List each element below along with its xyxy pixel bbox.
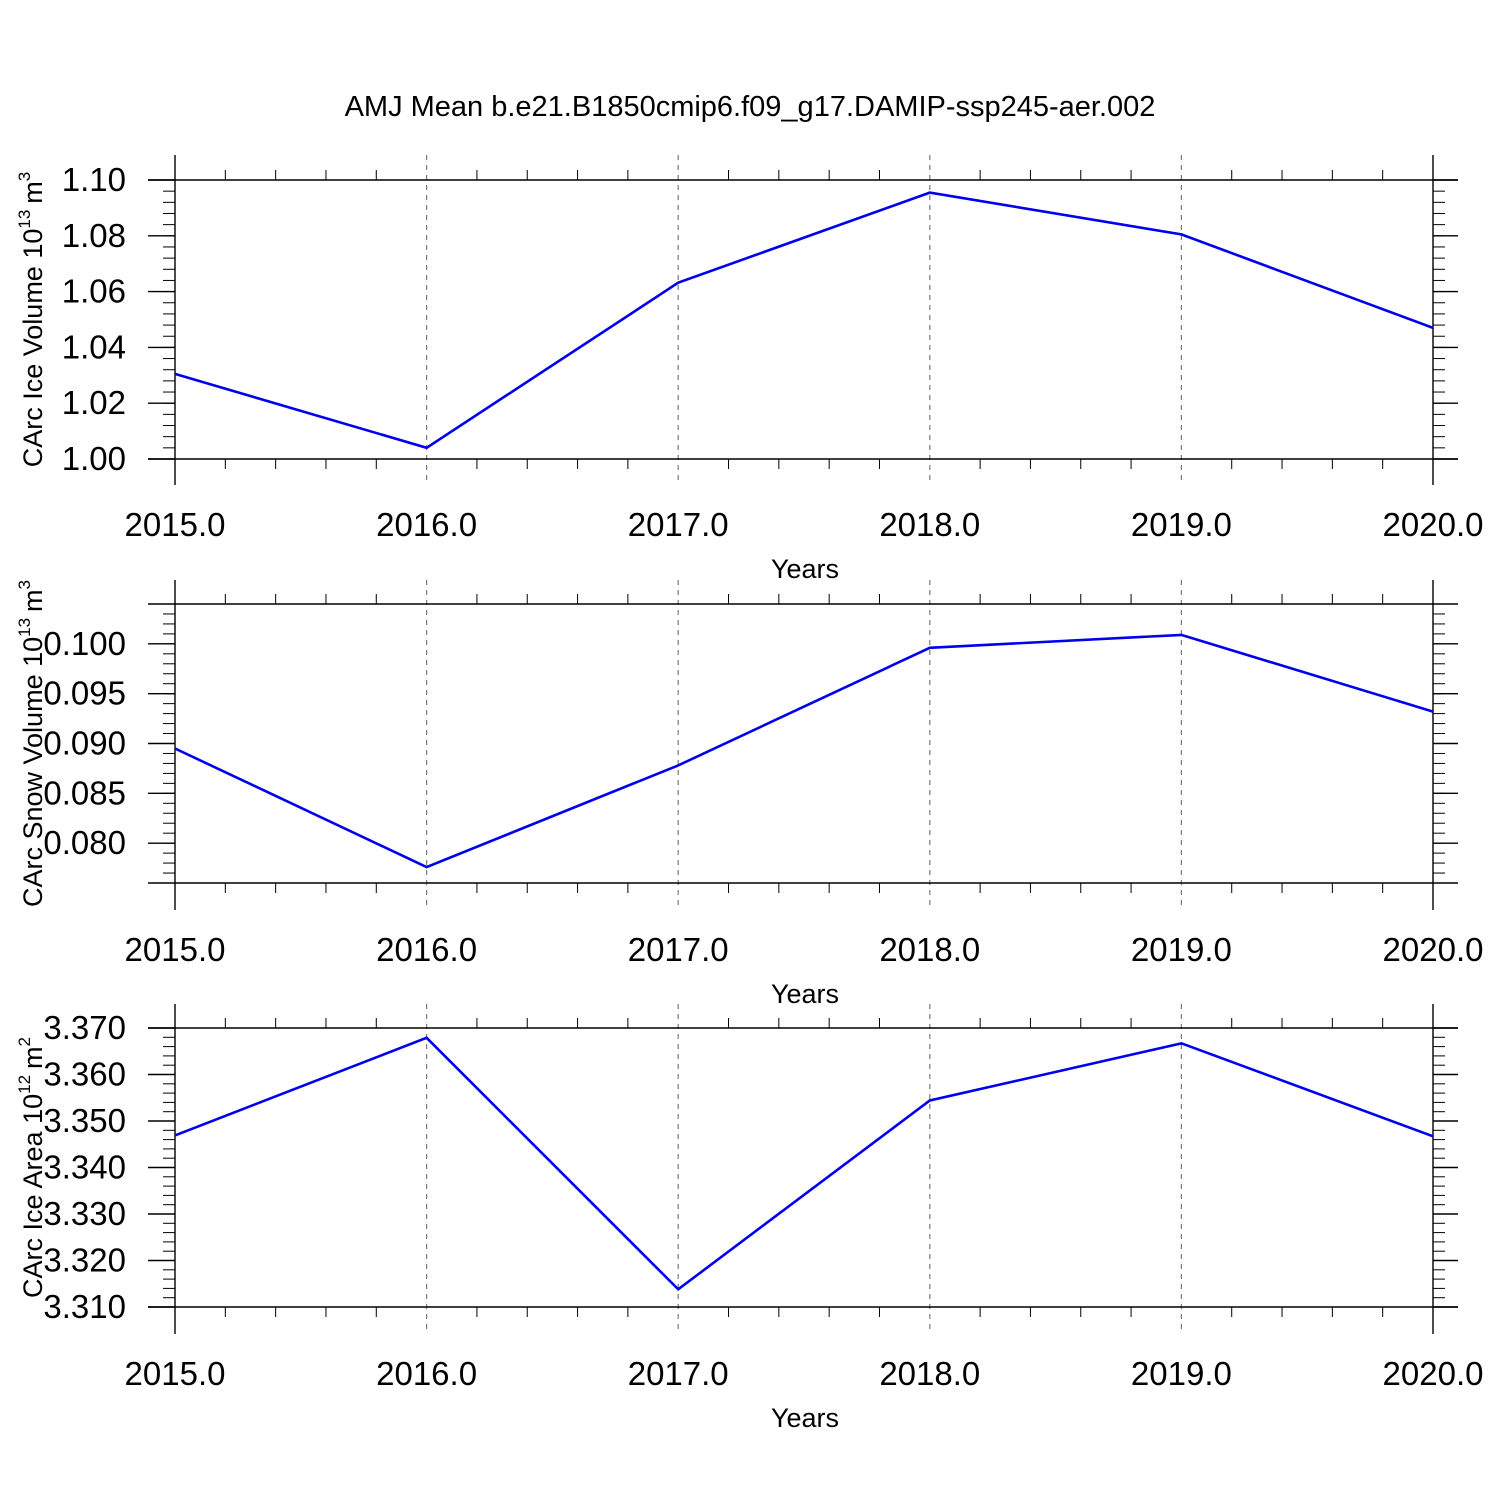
y-tick-label: 0.095 <box>43 675 126 712</box>
x-axis-title: Years <box>771 979 839 1009</box>
x-tick-label: 2015.0 <box>125 1355 226 1392</box>
series-line <box>174 191 1434 450</box>
y-axis-title: CArc Ice Volume 1013m3 <box>15 172 48 468</box>
y-tick-label: 0.090 <box>43 725 126 762</box>
y-axis-title: CArc Snow Volume 1013m3 <box>15 580 48 907</box>
x-tick-label: 2017.0 <box>628 931 729 968</box>
x-tick-label: 2019.0 <box>1131 506 1232 543</box>
x-tick-label: 2016.0 <box>376 931 477 968</box>
chart-panel-3: 3.310 3.320 3.330 3.340 3.350 3.360 3.370 2015.… <box>15 1004 1483 1433</box>
y-tick-label: 1.06 <box>62 273 126 310</box>
x-tick-label: 2017.0 <box>628 1355 729 1392</box>
x-tick-label: 2016.0 <box>376 506 477 543</box>
y-tick-label: 1.10 <box>62 161 126 198</box>
y-tick-label: 0.100 <box>43 625 126 662</box>
y-tick-label: 3.370 <box>43 1009 126 1046</box>
x-axis-title: Years <box>771 554 839 584</box>
chart-panel-2: 0.080 0.085 0.090 0.095 0.100 2015.0 2016.0 201… <box>15 580 1483 1009</box>
x-tick-label: 2020.0 <box>1383 931 1484 968</box>
x-tick-label: 2018.0 <box>879 1355 980 1392</box>
x-tick-label: 2020.0 <box>1383 1355 1484 1392</box>
x-tick-label: 2020.0 <box>1383 506 1484 543</box>
y-tick-label: 1.00 <box>62 440 126 477</box>
y-axis-title: CArc Ice Area 1012m2 <box>15 1037 48 1298</box>
x-tick-label: 2016.0 <box>376 1355 477 1392</box>
y-tick-label: 0.080 <box>43 824 126 861</box>
x-tick-label: 2019.0 <box>1131 1355 1232 1392</box>
y-tick-label: 3.360 <box>43 1056 126 1093</box>
x-axis-title: Years <box>771 1403 839 1433</box>
series-line <box>174 1036 1434 1292</box>
y-tick-label: 1.04 <box>62 328 126 365</box>
x-tick-label: 2015.0 <box>125 931 226 968</box>
y-tick-label: 3.350 <box>43 1102 126 1139</box>
panels: 1.00 1.02 1.04 1.06 1.08 1.10 2015.0 2016.0 2017… <box>15 155 1483 1433</box>
y-tick-label: 1.02 <box>62 384 126 421</box>
x-tick-label: 2018.0 <box>879 506 980 543</box>
x-tick-label: 2018.0 <box>879 931 980 968</box>
y-tick-label: 0.085 <box>43 774 126 811</box>
x-tick-label: 2015.0 <box>125 506 226 543</box>
x-tick-label: 2017.0 <box>628 506 729 543</box>
y-tick-label: 3.310 <box>43 1288 126 1325</box>
series-line <box>174 633 1434 869</box>
y-tick-label: 3.320 <box>43 1242 126 1279</box>
y-tick-label: 1.08 <box>62 217 126 254</box>
y-tick-label: 3.340 <box>43 1149 126 1186</box>
y-tick-label: 3.330 <box>43 1195 126 1232</box>
figure-title: AMJ Mean b.e21.B1850cmip6.f09_g17.DAMIP-… <box>345 91 1156 123</box>
chart-panel-1: 1.00 1.02 1.04 1.06 1.08 1.10 2015.0 2016.0 2017… <box>15 155 1483 584</box>
x-tick-label: 2019.0 <box>1131 931 1232 968</box>
